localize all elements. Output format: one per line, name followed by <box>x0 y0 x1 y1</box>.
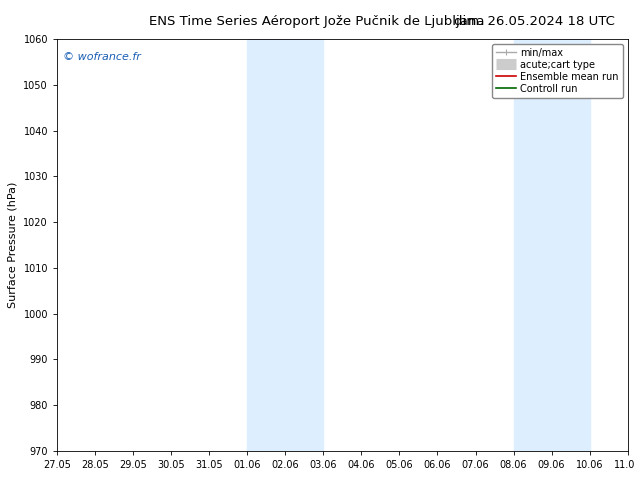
Bar <box>514 39 590 451</box>
Y-axis label: Surface Pressure (hPa): Surface Pressure (hPa) <box>8 182 18 308</box>
Text: © wofrance.fr: © wofrance.fr <box>63 51 141 62</box>
Legend: min/max, acute;cart type, Ensemble mean run, Controll run: min/max, acute;cart type, Ensemble mean … <box>492 44 623 98</box>
Bar <box>247 39 323 451</box>
Text: ENS Time Series Aéroport Jože Pučnik de Ljubljana: ENS Time Series Aéroport Jože Pučnik de … <box>149 15 485 28</box>
Text: dim. 26.05.2024 18 UTC: dim. 26.05.2024 18 UTC <box>454 15 615 28</box>
